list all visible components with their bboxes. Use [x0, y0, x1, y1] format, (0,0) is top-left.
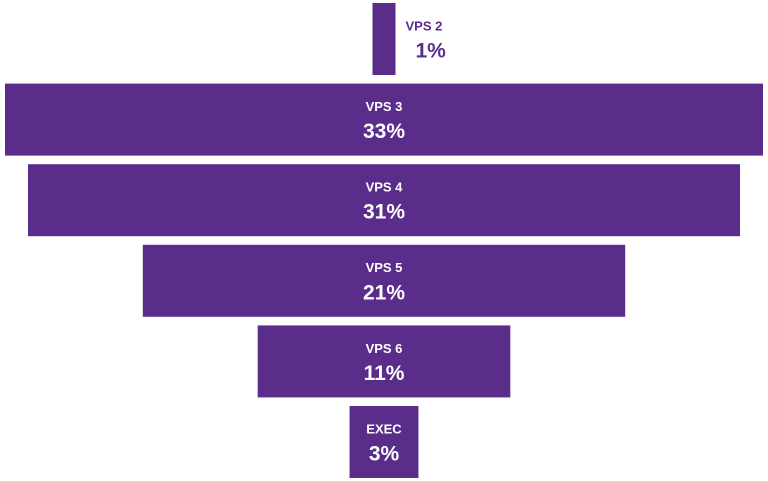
value-label: 3% [369, 443, 400, 466]
funnel-bar [27, 164, 741, 237]
value-label: 21% [363, 281, 405, 304]
category-label: VPS 4 [366, 180, 404, 195]
category-label: EXEC [366, 421, 402, 436]
value-label: 31% [363, 201, 405, 224]
funnel-bar [142, 244, 626, 317]
category-label: VPS 6 [366, 341, 403, 356]
category-label: VPS 3 [366, 99, 403, 114]
funnel-bar [349, 406, 419, 478]
funnel-bar [372, 3, 396, 75]
funnel-bar [5, 83, 763, 156]
value-label: 1% [415, 40, 446, 63]
category-label: VPS 5 [366, 260, 403, 275]
category-label: VPS 2 [405, 18, 442, 33]
value-label: 33% [363, 120, 405, 143]
value-label: 11% [364, 362, 405, 385]
funnel-bar [257, 325, 511, 398]
